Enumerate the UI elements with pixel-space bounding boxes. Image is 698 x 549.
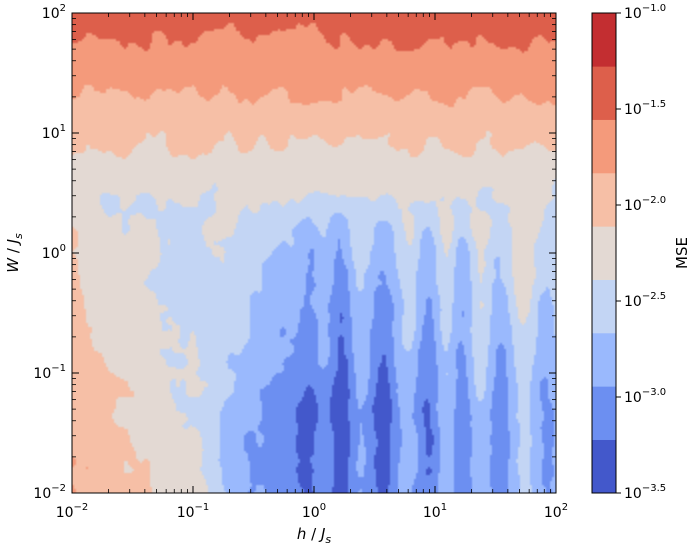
y-tick-base: 10 (33, 366, 51, 382)
colorbar-level (592, 439, 616, 494)
colorbar-level (592, 386, 616, 440)
y-tick-base: 10 (33, 486, 51, 502)
x-tick-label: 10−2 (56, 502, 89, 521)
colorbar-tick-base: 10 (624, 390, 642, 406)
y-tick-exp: −1 (51, 363, 66, 374)
colorbar-label: MSE (673, 237, 691, 269)
colorbar-level (592, 226, 616, 280)
x-tick-label: 100 (302, 502, 326, 521)
colorbar-level (592, 66, 616, 120)
colorbar-level (592, 279, 616, 334)
y-label-sym: J (4, 239, 22, 246)
y-tick-exp: 2 (60, 3, 66, 14)
y-tick-label: 10−2 (33, 483, 66, 502)
y-tick-exp: 0 (60, 243, 66, 254)
colorbar-tick-base: 10 (624, 102, 642, 118)
x-tick-exp: 2 (562, 502, 568, 513)
x-tick-base: 10 (56, 505, 74, 521)
colorbar-tick-exp: −3.0 (642, 387, 666, 398)
y-axis-label: W / Js (4, 233, 25, 273)
x-axis: 10−2 10−1 100 101 102 (56, 13, 568, 521)
colorbar-tick-label: 10−3.0 (624, 387, 666, 406)
colorbar-level (592, 333, 616, 387)
colorbar-tick-exp: −1.5 (642, 99, 666, 110)
colorbar-tick-exp: −1.0 (642, 3, 666, 14)
colorbar-tick-label: 10−1.0 (624, 3, 666, 22)
x-tick-base: 10 (423, 505, 441, 521)
colorbar-tick-label: 10−3.5 (624, 483, 666, 502)
colorbar-tick-exp: −3.5 (642, 483, 666, 494)
colorbar-tick-label: 10−2.5 (624, 291, 666, 310)
colorbar-level (592, 119, 616, 174)
colorbar-tick-base: 10 (624, 486, 642, 502)
x-tick-base: 10 (177, 505, 195, 521)
colorbar-tick-exp: −2.0 (642, 195, 666, 206)
y-tick-label: 101 (42, 123, 66, 142)
x-tick-exp: 0 (320, 502, 326, 513)
y-tick-label: 102 (42, 3, 66, 22)
y-tick-exp: −2 (51, 483, 66, 494)
colorbar-level (592, 13, 616, 67)
y-label-sub: s (12, 233, 25, 239)
y-tick-base: 10 (42, 6, 60, 22)
x-tick-label: 102 (544, 502, 568, 521)
x-label-var: h (297, 525, 307, 543)
colorbar: 10−1.010−1.510−2.010−2.510−3.010−3.5 (591, 3, 666, 502)
y-label-var: W (4, 257, 22, 273)
x-axis-label: h / Js (297, 525, 332, 546)
contour-fill-image (72, 13, 556, 493)
x-tick-exp: 1 (441, 502, 447, 513)
x-tick-exp: −2 (74, 502, 89, 513)
x-label-sep: / (306, 525, 321, 543)
colorbar-tick-base: 10 (624, 6, 642, 22)
colorbar-tick-label: 10−1.5 (624, 99, 666, 118)
x-label-sub: s (325, 533, 331, 546)
x-tick-exp: −1 (195, 502, 210, 513)
x-tick-base: 10 (544, 505, 562, 521)
colorbar-frame (591, 12, 617, 494)
y-tick-base: 10 (42, 246, 60, 262)
y-label-sep: / (4, 243, 22, 258)
colorbar-tick-exp: −2.5 (642, 291, 666, 302)
x-tick-label: 101 (423, 502, 447, 521)
y-tick-label: 100 (42, 243, 66, 262)
y-tick-exp: 1 (60, 123, 66, 134)
colorbar-tick-base: 10 (624, 294, 642, 310)
contour-fill-area (72, 13, 556, 493)
y-tick-label: 10−1 (33, 363, 66, 382)
x-label-sym: J (318, 525, 325, 543)
x-tick-label: 10−1 (177, 502, 210, 521)
colorbar-tick-label: 10−2.0 (624, 195, 666, 214)
colorbar-tick-base: 10 (624, 198, 642, 214)
colorbar-level (592, 173, 616, 227)
x-tick-base: 10 (302, 505, 320, 521)
y-tick-base: 10 (42, 126, 60, 142)
